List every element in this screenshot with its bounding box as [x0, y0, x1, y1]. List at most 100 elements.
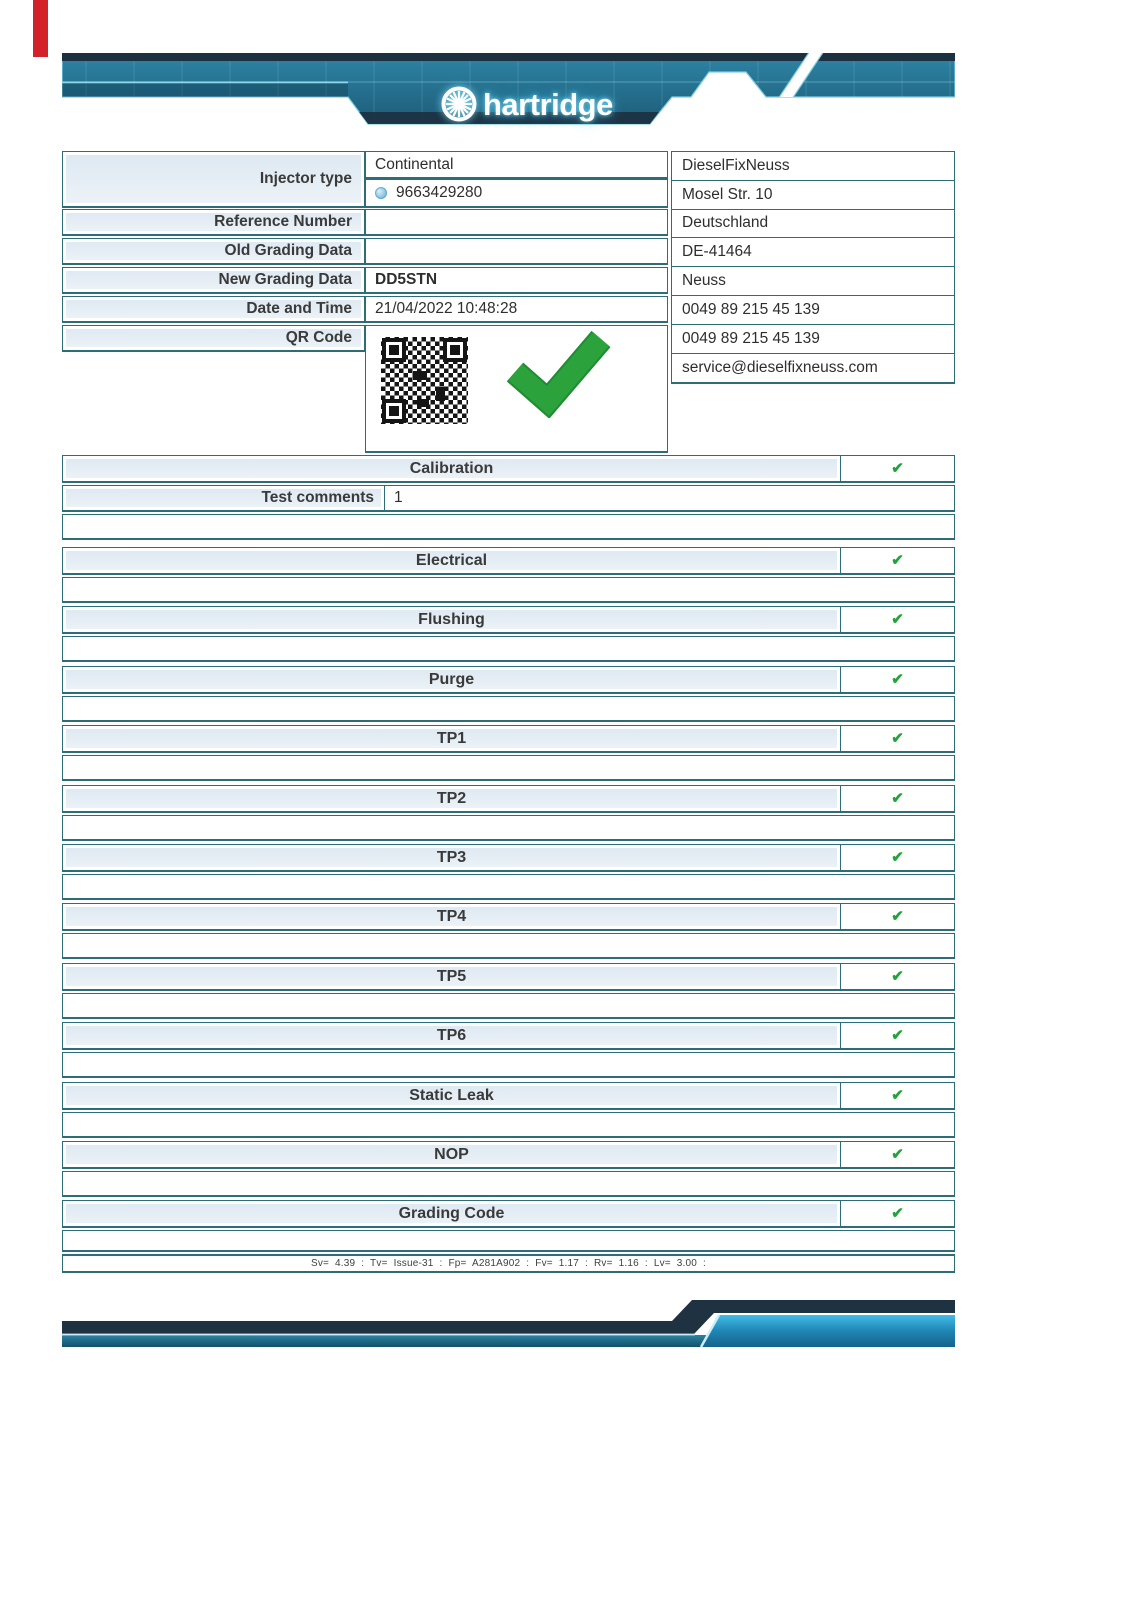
- spacer-row: [62, 1112, 955, 1138]
- qr-code-image: [376, 332, 473, 429]
- section-status-cell: ✔: [840, 1023, 954, 1048]
- workshop-name: DieselFixNeuss: [672, 152, 954, 181]
- part-sphere-icon: [375, 187, 387, 199]
- section-title: Flushing: [63, 607, 840, 632]
- spacer-row: [62, 993, 955, 1019]
- test-comments-value: 1: [394, 489, 403, 506]
- pass-check-icon: ✔: [891, 849, 904, 866]
- pass-check-icon: ✔: [891, 908, 904, 925]
- section-title: NOP: [63, 1142, 840, 1167]
- section-title: Electrical: [63, 548, 840, 573]
- reference-number-value: [365, 209, 668, 236]
- spacer-row: [62, 577, 955, 603]
- section-status-cell: ✔: [840, 786, 954, 811]
- reference-number-label: Reference Number: [62, 209, 365, 236]
- section-title: Calibration: [63, 456, 840, 481]
- workshop-country: Deutschland: [672, 210, 954, 239]
- pass-check-icon: ✔: [891, 611, 904, 628]
- workshop-street: Mosel Str. 10: [672, 181, 954, 210]
- test-comments-label: Test comments: [63, 486, 385, 510]
- spacer-row: [62, 514, 955, 540]
- pass-check-icon: ✔: [891, 1205, 904, 1222]
- brand-logo-text: hartridge: [483, 86, 613, 122]
- version-info: Sv= 4.39 : Tv= Issue-31 : Fp= A281A902 :…: [62, 1254, 955, 1273]
- test-section-electrical: Electrical ✔: [62, 547, 955, 575]
- section-title: TP2: [63, 786, 840, 811]
- test-section-tp1: TP1 ✔: [62, 725, 955, 753]
- section-status-cell: ✔: [840, 964, 954, 989]
- pass-check-icon: ✔: [891, 1146, 904, 1163]
- test-comments-row: Test comments 1: [62, 485, 955, 512]
- qr-code-cell: [365, 325, 668, 453]
- section-status-cell: ✔: [840, 548, 954, 573]
- section-status-cell: ✔: [840, 667, 954, 692]
- date-time-label: Date and Time: [62, 296, 365, 323]
- red-edge-mark: [33, 0, 48, 57]
- test-section-nop: NOP ✔: [62, 1141, 955, 1169]
- spacer-row: [62, 815, 955, 841]
- pass-check-icon: ✔: [891, 1087, 904, 1104]
- test-section-tp2: TP2 ✔: [62, 785, 955, 813]
- qr-code-label: QR Code: [62, 325, 365, 352]
- section-status-cell: ✔: [840, 456, 954, 481]
- header-banner: [62, 53, 955, 125]
- old-grading-label: Old Grading Data: [62, 238, 365, 265]
- test-section-tp3: TP3 ✔: [62, 844, 955, 872]
- section-status-cell: ✔: [840, 607, 954, 632]
- injector-type-label: Injector type: [62, 151, 365, 208]
- workshop-panel: DieselFixNeuss Mosel Str. 10 Deutschland…: [671, 151, 955, 385]
- workshop-phone: 0049 89 215 45 139: [672, 296, 954, 325]
- workshop-email: service@dieselfixneuss.com: [682, 358, 878, 376]
- brand-logo: hartridge: [441, 86, 613, 122]
- section-title: TP3: [63, 845, 840, 870]
- pass-check-icon: ✔: [891, 968, 904, 985]
- section-status-cell: ✔: [840, 904, 954, 929]
- section-title: TP4: [63, 904, 840, 929]
- spacer-row: [62, 933, 955, 959]
- section-status-cell: ✔: [840, 1201, 954, 1226]
- section-title: TP6: [63, 1023, 840, 1048]
- spacer-row: [62, 1052, 955, 1078]
- pass-check-icon: ✔: [891, 552, 904, 569]
- section-status-cell: ✔: [840, 726, 954, 751]
- qr-finder-icon: [382, 399, 406, 423]
- new-grading-label: New Grading Data: [62, 267, 365, 294]
- spacer-row: [62, 1171, 955, 1197]
- spacer-row: [62, 755, 955, 781]
- hartridge-wheel-icon: [441, 86, 477, 122]
- injector-make-value: Continental: [365, 151, 668, 179]
- new-grading-value: DD5STN: [365, 267, 668, 294]
- section-title: Static Leak: [63, 1083, 840, 1108]
- date-time-value: 21/04/2022 10:48:28: [365, 296, 668, 323]
- spacer-row: [62, 874, 955, 900]
- pass-check-icon: ✔: [891, 730, 904, 747]
- qr-finder-icon: [443, 338, 467, 362]
- workshop-city: Neuss: [672, 267, 954, 296]
- test-section-tp4: TP4 ✔: [62, 903, 955, 931]
- pass-check-icon: ✔: [891, 1027, 904, 1044]
- spacer-row: [62, 1230, 955, 1252]
- test-section-flushing: Flushing ✔: [62, 606, 955, 634]
- footer-banner: [62, 1300, 955, 1348]
- test-section-grading-code: Grading Code ✔: [62, 1200, 955, 1228]
- section-title: Grading Code: [63, 1201, 840, 1226]
- test-section-purge: Purge ✔: [62, 666, 955, 694]
- test-section-tp6: TP6 ✔: [62, 1022, 955, 1050]
- spacer-row: [62, 696, 955, 722]
- test-section-calibration: Calibration ✔: [62, 455, 955, 483]
- old-grading-value: [365, 238, 668, 265]
- section-title: Purge: [63, 667, 840, 692]
- injector-make-text: Continental: [375, 155, 454, 173]
- injector-serial-text: 9663429280: [396, 184, 483, 201]
- qr-finder-icon: [382, 338, 406, 362]
- section-status-cell: ✔: [840, 1142, 954, 1167]
- workshop-fax: 0049 89 215 45 139: [672, 325, 954, 354]
- spacer-row: [62, 636, 955, 662]
- section-status-cell: ✔: [840, 1083, 954, 1108]
- pass-check-icon: ✔: [891, 460, 904, 477]
- pass-check-icon: ✔: [891, 790, 904, 807]
- workshop-postcode: DE-41464: [672, 238, 954, 268]
- section-status-cell: ✔: [840, 845, 954, 870]
- test-section-static-leak: Static Leak ✔: [62, 1082, 955, 1110]
